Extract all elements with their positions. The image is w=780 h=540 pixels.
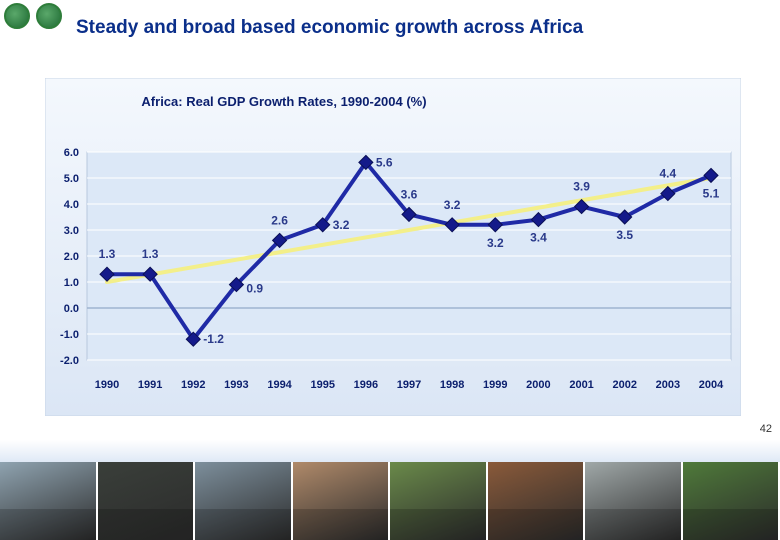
data-point: [444, 217, 460, 233]
data-label: 3.2: [487, 236, 504, 250]
photo-strip: [0, 440, 780, 540]
photo-schoolchildren: [292, 462, 390, 540]
data-point: [228, 276, 245, 293]
x-tick-label: 1998: [440, 379, 464, 391]
data-point: [617, 209, 633, 225]
logo-icon: [4, 3, 30, 29]
data-point: [703, 167, 719, 184]
y-tick-label: 4.0: [64, 199, 79, 211]
photo-shade: [195, 508, 291, 540]
photo-shade: [97, 508, 193, 540]
photo-ship-in-port: [195, 462, 293, 540]
data-label: 1.3: [142, 247, 159, 261]
data-label: 3.6: [401, 187, 418, 201]
data-label: 5.6: [376, 155, 393, 169]
page-number: 42: [759, 423, 772, 435]
photo-shade: [292, 508, 388, 540]
x-tick-label: 1993: [224, 379, 248, 391]
y-tick-label: 2.0: [64, 251, 79, 263]
photo-headquarters-building: [0, 462, 98, 540]
photo-farm-workers: [682, 462, 780, 540]
data-label: 3.5: [616, 228, 633, 242]
x-tick-label: 1990: [95, 379, 119, 391]
x-tick-label: 2001: [569, 379, 593, 391]
y-tick-label: 3.0: [64, 225, 79, 237]
data-point: [401, 206, 417, 223]
x-axis-tick-labels: 1990 1991 1992 1993 1994 1995 1996 1997 1998 1999…: [95, 379, 724, 391]
photo-shade: [487, 508, 583, 540]
data-point: [573, 198, 590, 215]
y-tick-label: 5.0: [64, 173, 79, 185]
x-tick-label: 2000: [526, 379, 550, 391]
data-point: [99, 266, 115, 282]
x-tick-label: 2002: [612, 379, 636, 391]
x-tick-label: 2004: [699, 379, 724, 391]
trendline-line: [105, 176, 713, 284]
chart-svg: Africa: Real GDP Growth Rates, 1990-2004…: [45, 78, 741, 416]
gradient-band: [0, 440, 780, 462]
data-point: [315, 217, 331, 233]
photo-salt-flats: [585, 462, 683, 540]
x-tick-label: 1995: [310, 379, 334, 391]
logo-icon: [36, 3, 62, 29]
data-labels: 1.3 1.3 -1.2 0.9 2.6 3.2 5.6 3.6 3.2 3.2 3.4 3.9 3.5…: [99, 155, 720, 346]
y-tick-label: 6.0: [64, 147, 79, 159]
x-tick-label: 2003: [656, 379, 680, 391]
photo-classroom-blackboard: [97, 462, 195, 540]
trendline: [105, 176, 713, 284]
y-tick-label: 0.0: [64, 303, 79, 315]
y-tick-label: 1.0: [64, 277, 79, 289]
data-label: 3.9: [573, 180, 590, 194]
photo-shade: [682, 508, 778, 540]
x-tick-label: 1997: [397, 379, 421, 391]
data-label: 1.3: [99, 247, 116, 261]
y-tick-label: -2.0: [60, 355, 79, 367]
photo-landscape-road: [390, 462, 488, 540]
data-label: 4.4: [660, 167, 677, 181]
data-point: [142, 266, 158, 282]
photo-market-vendor: [487, 462, 585, 540]
data-label: 3.4: [530, 231, 547, 245]
data-point: [358, 154, 374, 171]
data-label: 3.2: [444, 198, 461, 212]
chart-title: Africa: Real GDP Growth Rates, 1990-2004…: [141, 94, 426, 109]
data-point: [185, 331, 201, 347]
data-point: [487, 217, 503, 233]
data-label: 0.9: [246, 282, 263, 296]
x-tick-label: 1996: [354, 379, 378, 391]
data-label: 5.1: [703, 186, 720, 200]
data-label: -1.2: [203, 332, 224, 346]
slide-title: Steady and broad based economic growth a…: [76, 17, 584, 38]
data-point: [530, 211, 547, 228]
data-label: 2.6: [271, 213, 288, 227]
photo-shade: [585, 508, 681, 540]
photo-shade: [390, 508, 486, 540]
data-point: [660, 185, 676, 202]
gdp-growth-chart: Africa: Real GDP Growth Rates, 1990-2004…: [45, 78, 741, 416]
x-tick-label: 1992: [181, 379, 205, 391]
x-tick-label: 1994: [267, 379, 292, 391]
data-label: 3.2: [333, 218, 350, 232]
data-point: [271, 232, 288, 249]
series-markers: [99, 154, 719, 347]
x-tick-label: 1999: [483, 379, 507, 391]
x-tick-label: 1991: [138, 379, 162, 391]
photo-shade: [0, 508, 96, 540]
y-tick-label: -1.0: [60, 329, 79, 341]
y-axis-tick-labels: -2.0 -1.0 0.0 1.0 2.0 3.0 4.0 5.0 6.0: [60, 147, 79, 367]
